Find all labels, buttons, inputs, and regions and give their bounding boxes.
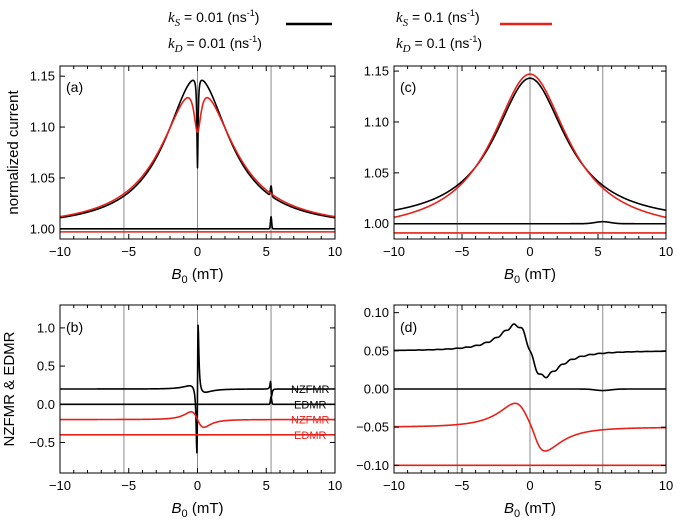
y-tick-label: 0.05	[364, 343, 389, 358]
x-tick-label: 0	[194, 478, 201, 493]
x-tick-label: −5	[121, 244, 136, 259]
x-axis-label-symbol: B	[172, 500, 182, 517]
legend-right-ks: kS = 0.1 (ns-1)	[396, 8, 480, 29]
series-annotation: EDMR	[294, 430, 326, 442]
legend-left-kd: kD = 0.01 (ns-1)	[168, 34, 262, 55]
panel-c: −10 −5 0 5 10 1.00 1.05 1.10 1.15 B0 (mT) (c)	[364, 64, 674, 286]
series-line-2	[60, 96, 335, 218]
x-tick-label: 5	[263, 478, 270, 493]
panel-d: −10 −5 0 5 10 −0.10 −0.05 0.00 0.05 0.10 B0 (mT) (d…	[356, 304, 673, 520]
series-group	[394, 73, 666, 234]
series-group	[60, 79, 335, 233]
x-axis-label-unit: (mT)	[188, 500, 224, 517]
x-tick-label: 10	[328, 478, 342, 493]
panel-b: −10 −5 0 5 10 −0.5 0.0 0.5 1.0 B0 (mT) NZFMR & EDM…	[1, 304, 342, 520]
series-line-2	[60, 411, 335, 429]
x-axis-label: B0 (mT)	[172, 266, 224, 286]
series-line-1	[60, 215, 335, 230]
x-tick-label: 0	[526, 244, 533, 259]
legend-left: kS = 0.01 (ns-1) kD = 0.01 (ns-1)	[168, 8, 332, 55]
y-tick-label: 1.05	[30, 170, 55, 185]
panel-label: (d)	[400, 319, 417, 335]
series-line-0	[394, 323, 666, 379]
series-line-1	[60, 395, 335, 406]
y-tick-label: −0.05	[356, 420, 389, 435]
x-tick-label: −10	[49, 478, 71, 493]
y-tick-label: 1.05	[364, 165, 389, 180]
x-axis-label-symbol: B	[504, 500, 514, 517]
series-line-0	[60, 79, 335, 219]
x-tick-label: −10	[383, 478, 405, 493]
y-tick-label: 1.10	[30, 120, 55, 135]
x-tick-label: 10	[659, 478, 673, 493]
legend-right-kd: kD = 0.1 (ns-1)	[396, 34, 482, 55]
series-annotation: NZFMR	[291, 384, 330, 396]
y-tick-label: 0.0	[37, 397, 55, 412]
x-tick-label: −10	[383, 244, 405, 259]
x-axis-label-subscript: 0	[514, 508, 520, 520]
y-tick-label: 0.5	[37, 359, 55, 374]
x-axis-label-unit: (mT)	[520, 266, 556, 283]
series-line-0	[60, 324, 335, 454]
series-annotation: NZFMR	[291, 415, 330, 427]
series-line-1	[394, 388, 666, 392]
x-axis-label-unit: (mT)	[188, 266, 224, 283]
legend-left-ks: kS = 0.01 (ns-1)	[168, 8, 259, 29]
x-tick-label: 5	[594, 478, 601, 493]
x-axis-label-symbol: B	[172, 266, 182, 283]
series-group	[60, 324, 335, 454]
x-tick-label: 10	[659, 244, 673, 259]
x-tick-label: 0	[194, 244, 201, 259]
x-axis-label-subscript: 0	[182, 508, 188, 520]
x-axis-label: B0 (mT)	[172, 500, 224, 520]
y-axis-label: normalized current	[5, 90, 22, 215]
x-tick-label: 5	[263, 244, 270, 259]
x-axis-label: B0 (mT)	[504, 500, 556, 520]
series-group	[394, 323, 666, 467]
x-axis-label-subscript: 0	[514, 274, 520, 286]
x-axis-label: B0 (mT)	[504, 266, 556, 286]
legend-right: kS = 0.1 (ns-1) kD = 0.1 (ns-1)	[396, 8, 552, 55]
x-tick-label: 5	[594, 244, 601, 259]
panel-label: (c)	[400, 79, 416, 95]
y-tick-label: −0.10	[356, 458, 389, 473]
x-tick-label: −10	[49, 244, 71, 259]
x-tick-label: −5	[121, 478, 136, 493]
y-tick-label: 1.00	[364, 216, 389, 231]
x-tick-label: 0	[526, 478, 533, 493]
y-tick-label: 1.0	[37, 320, 55, 335]
y-tick-label: 0.00	[364, 382, 389, 397]
y-tick-label: 0.10	[364, 305, 389, 320]
panel-label: (a)	[66, 79, 83, 95]
series-line-2	[394, 402, 666, 452]
legend: kS = 0.01 (ns-1) kD = 0.01 (ns-1) kS = 0…	[168, 8, 552, 55]
x-tick-label: −5	[455, 244, 470, 259]
y-axis-label: NZFMR & EDMR	[1, 331, 18, 446]
x-tick-label: −5	[455, 478, 470, 493]
x-tick-label: 10	[328, 244, 342, 259]
x-axis-label-unit: (mT)	[520, 500, 556, 517]
y-tick-label: 1.15	[364, 64, 389, 79]
series-line-1	[394, 73, 666, 219]
panel-label: (b)	[66, 319, 83, 335]
series-annotation: EDMR	[294, 399, 326, 411]
x-axis-label-subscript: 0	[182, 274, 188, 286]
y-tick-label: 1.00	[30, 221, 55, 236]
series-line-0	[394, 77, 666, 212]
x-axis-label-symbol: B	[504, 266, 514, 283]
series-line-2	[394, 220, 666, 225]
y-tick-label: −0.5	[29, 435, 55, 450]
y-tick-label: 1.10	[364, 114, 389, 129]
panel-a: −10 −5 0 5 10 1.00 1.05 1.10 1.15 B0 (mT) normaliz…	[5, 65, 342, 286]
y-tick-label: 1.15	[30, 69, 55, 84]
